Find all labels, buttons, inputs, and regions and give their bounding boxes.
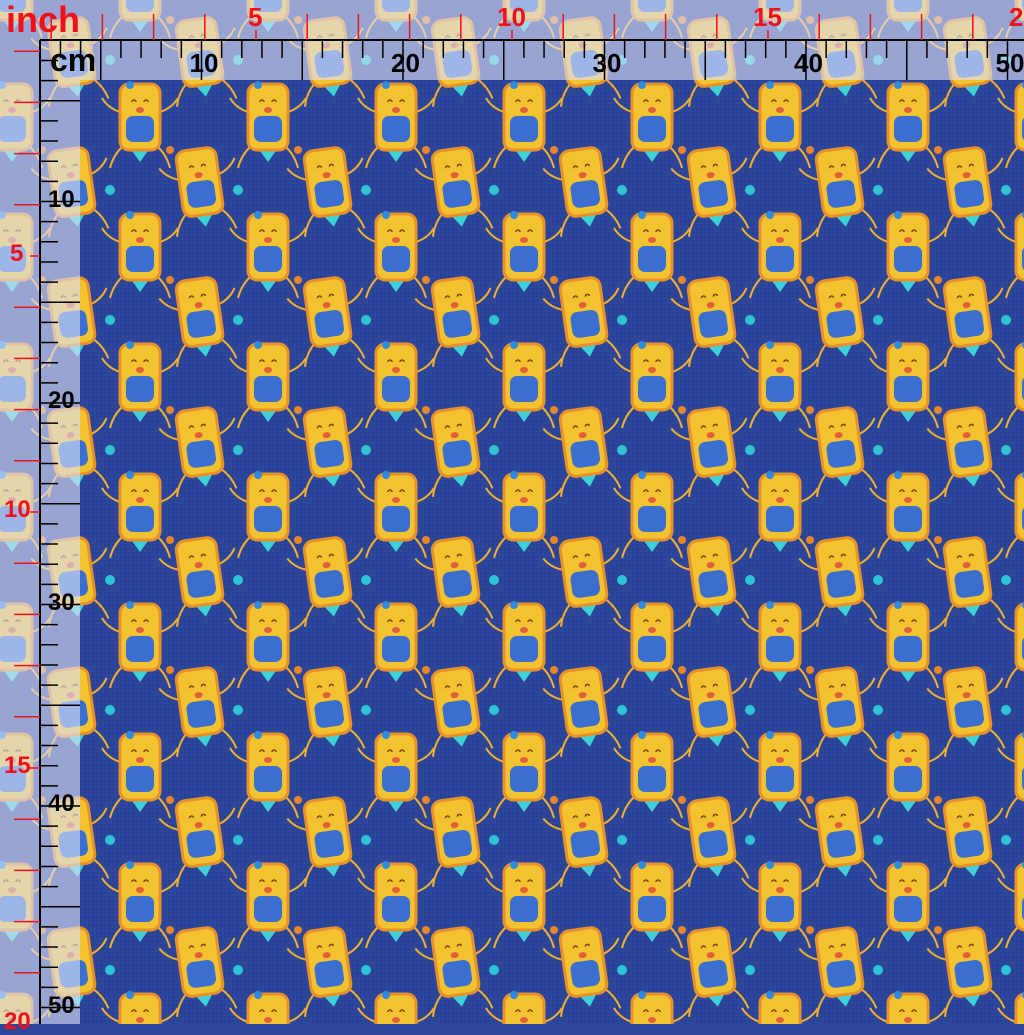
left-inch-label: 5	[10, 242, 23, 266]
left-cm-label: 50	[48, 994, 75, 1018]
top-inch-label: 5	[248, 4, 262, 30]
top-cm-label: 10	[190, 50, 219, 76]
left-cm-label: 10	[48, 188, 75, 212]
left-inch-label: 10	[4, 498, 31, 522]
left-inch-label: 20	[4, 1010, 31, 1034]
left-cm-label: 40	[48, 792, 75, 816]
top-inch-label: 15	[753, 4, 782, 30]
cm-unit-label: cm	[50, 44, 96, 76]
top-cm-label: 50	[996, 50, 1024, 76]
top-cm-label: 20	[391, 50, 420, 76]
inch-unit-label: inch	[6, 2, 80, 38]
top-inch-label: 10	[497, 4, 526, 30]
left-inch-label: 15	[4, 754, 31, 778]
left-cm-label: 20	[48, 389, 75, 413]
top-cm-label: 40	[794, 50, 823, 76]
left-cm-label: 30	[48, 591, 75, 615]
top-cm-label: 30	[593, 50, 622, 76]
top-inch-label: 20	[1009, 4, 1024, 30]
